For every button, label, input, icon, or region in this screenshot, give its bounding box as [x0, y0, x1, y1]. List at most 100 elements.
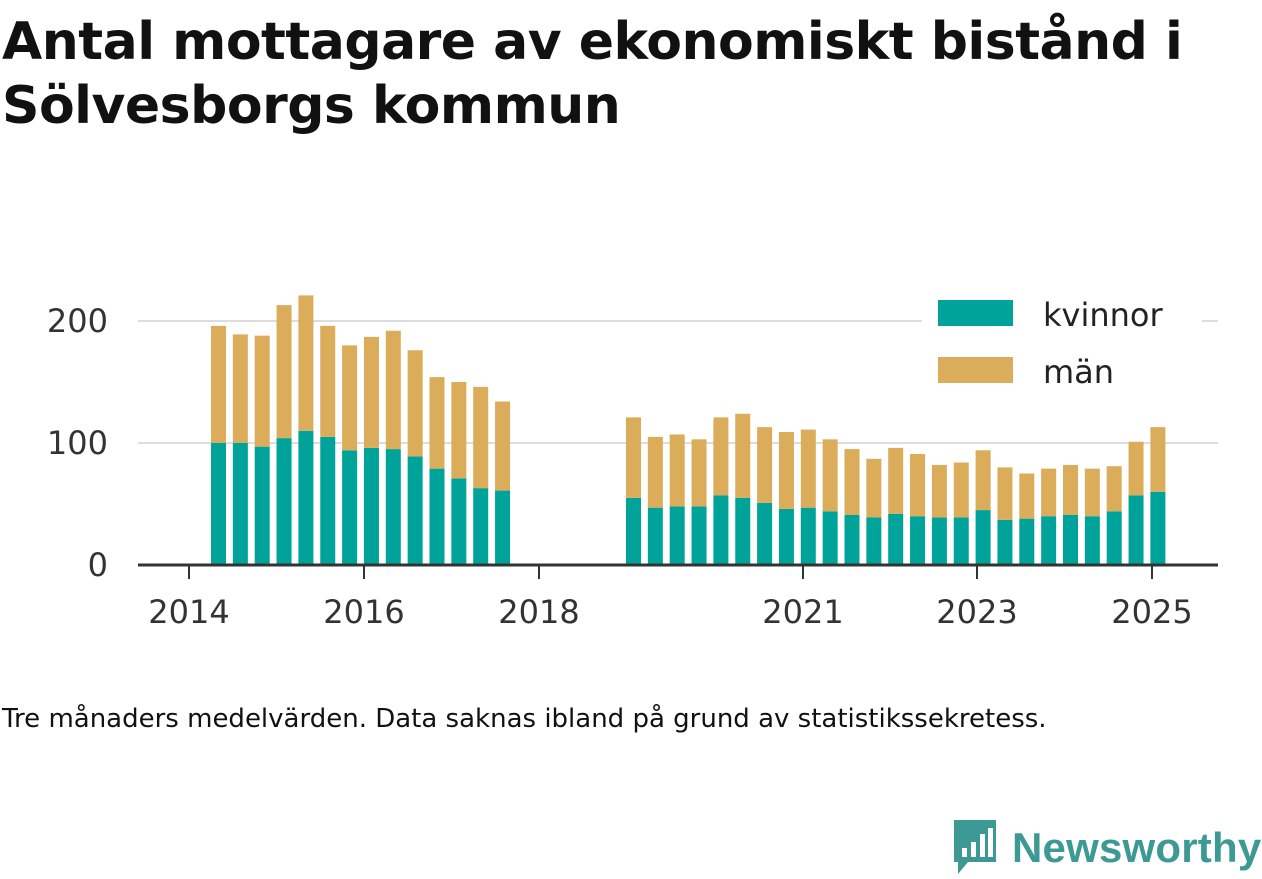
- bar-man: [778, 432, 794, 509]
- bar-kvinnor: [1150, 491, 1166, 565]
- bar-man: [844, 449, 860, 515]
- bar-man: [735, 413, 751, 498]
- bar-man: [429, 377, 445, 469]
- bar-man: [800, 429, 816, 508]
- bar-kvinnor: [1106, 511, 1122, 565]
- bar-kvinnor: [276, 438, 292, 565]
- bar-man: [975, 450, 991, 511]
- bar-kvinnor: [1019, 518, 1035, 565]
- bar-kvinnor: [342, 450, 358, 565]
- legend-swatch-man: [938, 357, 1013, 383]
- bar-man: [363, 336, 379, 448]
- bar-kvinnor: [495, 490, 511, 565]
- stacked-bar-chart: kvinnor män 0 100 200 2014 2016 2018 2021 2023…: [46, 290, 1218, 631]
- bar-kvinnor: [407, 456, 423, 565]
- x-tick-label: 2014: [148, 593, 229, 631]
- bar-man: [385, 330, 401, 450]
- bars: [211, 295, 1166, 565]
- y-tick-label: 0: [88, 546, 108, 584]
- bar-kvinnor: [844, 514, 860, 565]
- bar-kvinnor: [1063, 514, 1078, 565]
- chart-title: Antal mottagare av ekonomiskt bistånd i …: [2, 12, 1183, 136]
- x-tick-label: 2021: [762, 593, 843, 631]
- bar-man: [713, 417, 729, 496]
- legend-swatch-kvinnor: [938, 300, 1013, 326]
- legend-label-kvinnor: kvinnor: [1043, 296, 1164, 334]
- x-tick-label: 2025: [1111, 593, 1192, 631]
- bar-kvinnor: [232, 443, 248, 565]
- bar-man: [1084, 468, 1100, 517]
- bar-man: [1041, 468, 1057, 517]
- bar-kvinnor: [298, 430, 314, 565]
- bar-man: [669, 434, 685, 507]
- bar-man: [1128, 441, 1144, 496]
- newsworthy-logo-icon: [954, 820, 996, 874]
- bar-kvinnor: [953, 517, 969, 565]
- bar-kvinnor: [1041, 516, 1057, 565]
- bar-man: [276, 305, 292, 439]
- bar-kvinnor: [931, 517, 947, 565]
- bar-kvinnor: [473, 488, 489, 565]
- bar-man: [1150, 427, 1166, 492]
- bar-kvinnor: [757, 502, 773, 565]
- newsworthy-logo: Newsworthy: [950, 818, 1261, 878]
- brand-name: Newsworthy: [1012, 824, 1262, 871]
- bar-kvinnor: [866, 517, 882, 565]
- y-axis-ticks: 0 100 200: [47, 302, 108, 584]
- bar-man: [757, 427, 773, 503]
- bar-man: [888, 447, 904, 514]
- y-tick-label: 100: [47, 424, 108, 462]
- bar-kvinnor: [320, 436, 336, 565]
- x-tick-label: 2016: [323, 593, 404, 631]
- bar-man: [953, 462, 969, 518]
- bar-man: [1063, 464, 1078, 515]
- x-tick-label: 2023: [936, 593, 1017, 631]
- bar-kvinnor: [888, 513, 904, 565]
- x-tick-label: 2018: [498, 593, 579, 631]
- bar-man: [626, 417, 641, 498]
- bar-kvinnor: [910, 516, 926, 565]
- bar-kvinnor: [626, 497, 641, 565]
- bar-kvinnor: [211, 443, 226, 565]
- bar-man: [910, 453, 926, 517]
- bar-kvinnor: [385, 449, 401, 565]
- bar-kvinnor: [975, 510, 991, 565]
- bar-kvinnor: [254, 446, 270, 565]
- bar-man: [1019, 473, 1035, 519]
- bar-kvinnor: [1128, 495, 1144, 565]
- legend-label-man: män: [1043, 353, 1114, 391]
- bar-kvinnor: [429, 468, 445, 565]
- bar-man: [997, 467, 1013, 520]
- bar-kvinnor: [997, 519, 1013, 565]
- bar-man: [647, 436, 663, 508]
- bar-kvinnor: [451, 478, 467, 565]
- bar-man: [691, 439, 707, 507]
- bar-man: [407, 350, 423, 457]
- y-tick-label: 200: [47, 302, 108, 340]
- bar-man: [232, 334, 248, 443]
- bar-man: [320, 325, 336, 437]
- x-axis-ticks: 2014 2016 2018 2021 2023 2025: [148, 565, 1193, 631]
- bar-man: [1106, 466, 1122, 512]
- bar-man: [254, 335, 270, 447]
- bar-man: [342, 345, 358, 451]
- bar-kvinnor: [363, 447, 379, 565]
- bar-kvinnor: [691, 506, 707, 565]
- bar-kvinnor: [647, 507, 663, 565]
- bar-kvinnor: [1084, 516, 1100, 565]
- bar-man: [866, 458, 882, 518]
- bar-man: [451, 382, 467, 479]
- bar-man: [495, 401, 511, 491]
- bar-kvinnor: [713, 495, 729, 565]
- bar-kvinnor: [822, 511, 838, 565]
- bar-man: [298, 295, 314, 431]
- bar-kvinnor: [669, 506, 685, 565]
- bar-man: [931, 464, 947, 518]
- bar-man: [822, 439, 838, 512]
- legend: kvinnor män: [922, 290, 1202, 400]
- bar-kvinnor: [800, 507, 816, 565]
- footnote: Tre månaders medelvärden. Data saknas ib…: [2, 704, 1047, 734]
- bar-kvinnor: [778, 508, 794, 565]
- bar-kvinnor: [735, 497, 751, 565]
- bar-man: [473, 386, 489, 489]
